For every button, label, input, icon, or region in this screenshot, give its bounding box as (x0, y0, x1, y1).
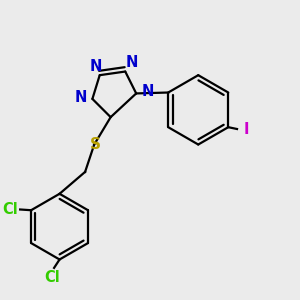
Text: Cl: Cl (44, 269, 60, 284)
Text: Cl: Cl (2, 202, 18, 217)
Text: N: N (89, 58, 101, 74)
Text: N: N (142, 84, 154, 99)
Text: N: N (74, 90, 87, 105)
Text: I: I (244, 122, 249, 136)
Text: N: N (126, 55, 138, 70)
Text: S: S (90, 137, 101, 152)
